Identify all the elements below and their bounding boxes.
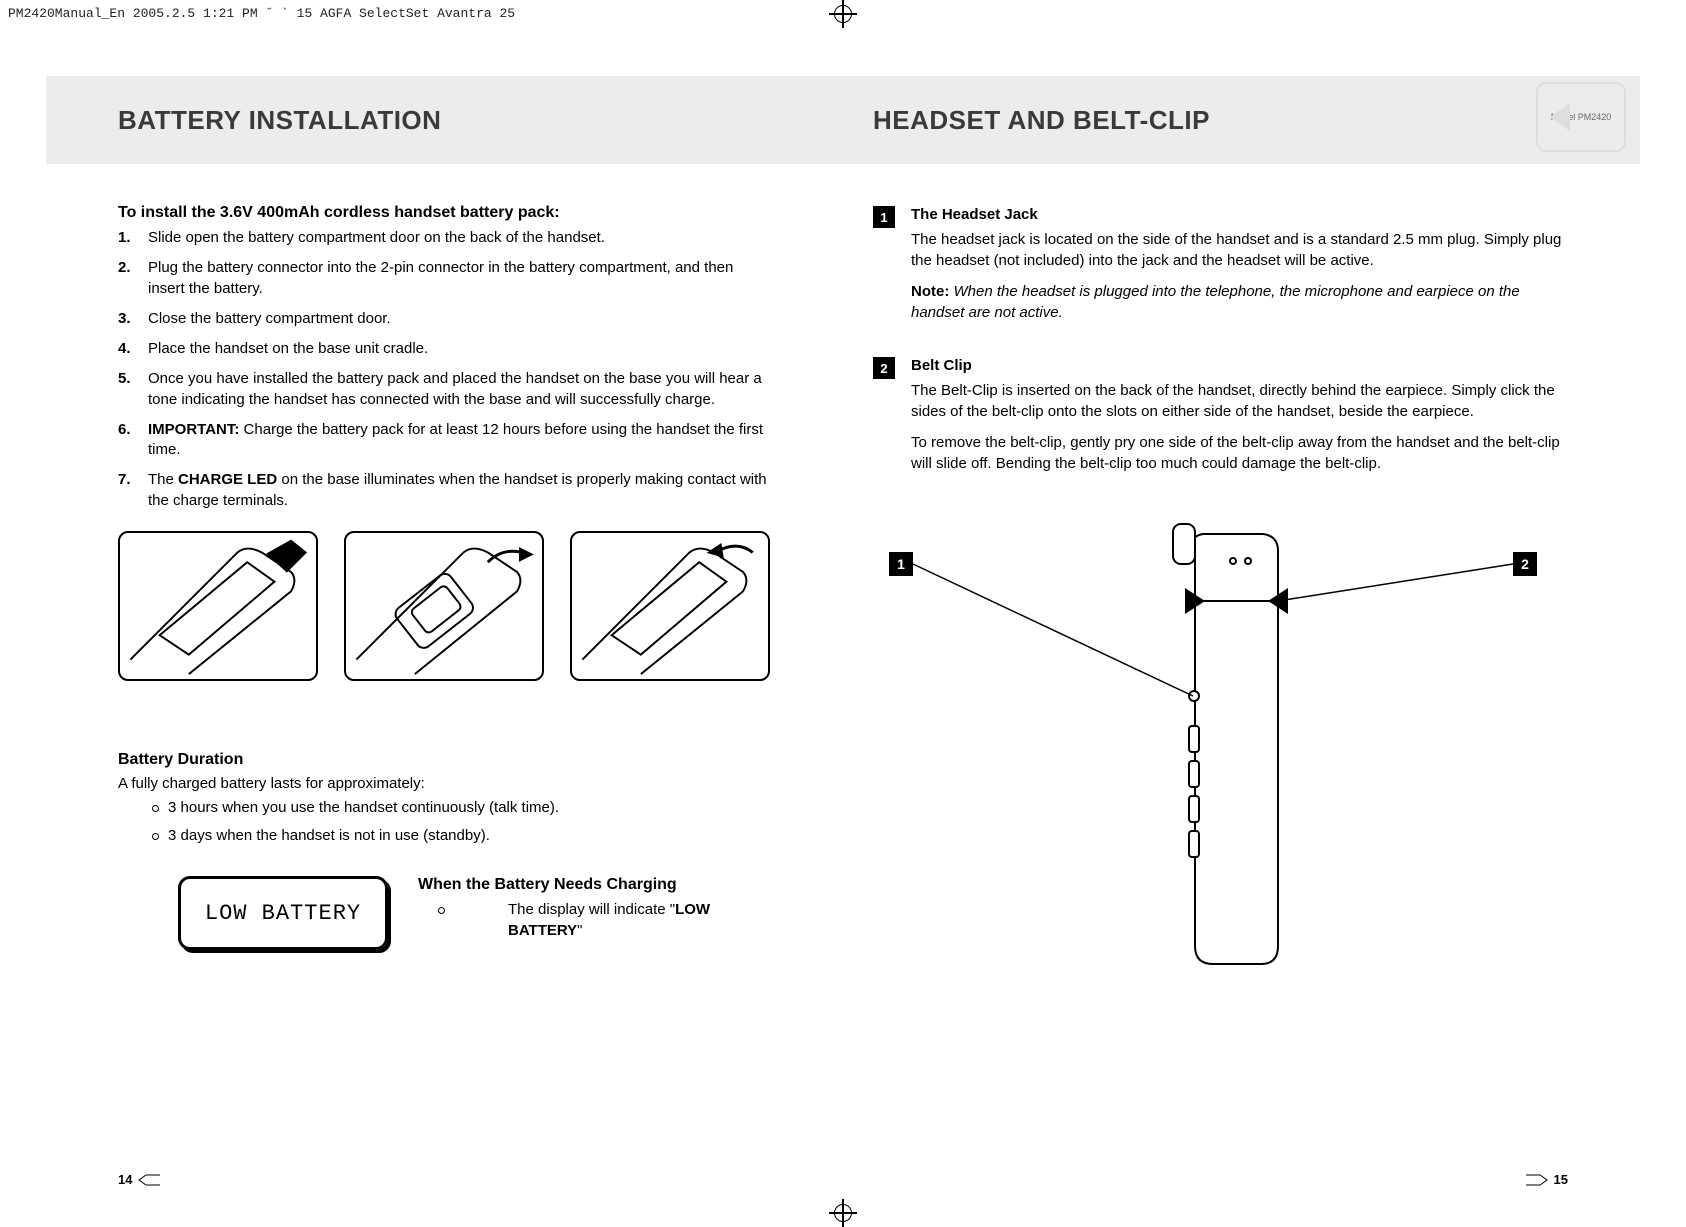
- duration-item-1: 3 hours when you use the handset continu…: [118, 798, 771, 818]
- step-6-rest: Charge the battery pack for at least 12 …: [148, 421, 763, 458]
- step-3: Close the battery compartment door.: [118, 309, 771, 329]
- svg-text:2: 2: [1521, 556, 1529, 572]
- crop-mark-bottom: [842, 1199, 844, 1227]
- charging-item: The display will indicate "LOW BATTERY": [418, 900, 771, 941]
- step-6: IMPORTANT: Charge the battery pack for a…: [118, 420, 771, 461]
- page-left: BATTERY INSTALLATION To install the 3.6V…: [46, 36, 843, 1191]
- handset-diagram: 1 2: [873, 506, 1568, 986]
- install-image-2: [344, 531, 544, 681]
- headset-jack-heading: The Headset Jack: [911, 204, 1568, 225]
- print-job-header: PM2420Manual_En 2005.2.5 1:21 PM ˘ ` 15 …: [8, 6, 515, 21]
- page-num-15: 15: [1554, 1172, 1568, 1187]
- page-num-14: 14: [118, 1172, 132, 1187]
- step-2: Plug the battery connector into the 2-pi…: [118, 258, 771, 299]
- step-7: The CHARGE LED on the base illuminates w…: [118, 470, 771, 511]
- page-number-right: 15: [1526, 1172, 1568, 1187]
- page-right: HEADSET AND BELT-CLIP Model PM2420 1 The…: [843, 36, 1640, 1191]
- belt-clip-item: 2 Belt Clip The Belt-Clip is inserted on…: [873, 355, 1568, 484]
- callout-badge-1: 1: [873, 206, 895, 228]
- step-1: Slide open the battery compartment door …: [118, 228, 771, 248]
- right-page-title: HEADSET AND BELT-CLIP: [873, 105, 1210, 136]
- install-image-1: [118, 531, 318, 681]
- duration-heading: Battery Duration: [118, 751, 771, 769]
- charging-heading: When the Battery Needs Charging: [418, 876, 771, 894]
- charging-item-a: The display will indicate ": [508, 901, 675, 918]
- page-spread: BATTERY INSTALLATION To install the 3.6V…: [46, 36, 1640, 1191]
- left-content: To install the 3.6V 400mAh cordless hand…: [118, 204, 771, 950]
- note-text: When the headset is plugged into the tel…: [911, 283, 1520, 321]
- crop-mark-top: [842, 0, 844, 28]
- charging-block: LOW BATTERY When the Battery Needs Charg…: [118, 876, 771, 950]
- step-5: Once you have installed the battery pack…: [118, 369, 771, 410]
- headset-jack-text: The headset jack is located on the side …: [911, 229, 1568, 271]
- headset-jack-item: 1 The Headset Jack The headset jack is l…: [873, 204, 1568, 333]
- duration-item-2: 3 days when the handset is not in use (s…: [118, 826, 771, 846]
- callout-badge-2: 2: [873, 357, 895, 379]
- step-7-a: The: [148, 471, 178, 488]
- right-content: 1 The Headset Jack The headset jack is l…: [873, 204, 1568, 986]
- step-6-strong: IMPORTANT:: [148, 421, 239, 438]
- battery-duration: Battery Duration A fully charged battery…: [118, 751, 771, 847]
- model-label: Model PM2420: [1551, 112, 1612, 122]
- belt-clip-body: Belt Clip The Belt-Clip is inserted on t…: [911, 355, 1568, 484]
- note-label: Note:: [911, 283, 949, 300]
- model-tab: Model PM2420: [1536, 82, 1626, 152]
- duration-list: 3 hours when you use the handset continu…: [118, 798, 771, 847]
- install-image-3: [570, 531, 770, 681]
- install-steps: Slide open the battery compartment door …: [118, 228, 771, 511]
- install-heading: To install the 3.6V 400mAh cordless hand…: [118, 204, 771, 222]
- charging-text: When the Battery Needs Charging The disp…: [418, 876, 771, 941]
- page-number-left: 14: [118, 1172, 160, 1187]
- step-4: Place the handset on the base unit cradl…: [118, 339, 771, 359]
- headset-jack-note: Note: When the headset is plugged into t…: [911, 281, 1568, 323]
- left-page-title: BATTERY INSTALLATION: [118, 105, 441, 136]
- lcd-low-battery: LOW BATTERY: [178, 876, 388, 950]
- charging-item-b: ": [577, 922, 582, 939]
- step-7-strong: CHARGE LED: [178, 471, 277, 488]
- install-images-row: [118, 531, 771, 681]
- svg-text:1: 1: [897, 556, 905, 572]
- duration-intro: A fully charged battery lasts for approx…: [118, 775, 771, 792]
- page-arrow-right-icon: [1526, 1174, 1548, 1186]
- right-title-band: HEADSET AND BELT-CLIP: [843, 76, 1640, 164]
- page-arrow-left-icon: [138, 1174, 160, 1186]
- left-title-band: BATTERY INSTALLATION: [46, 76, 843, 164]
- belt-clip-text-1: The Belt-Clip is inserted on the back of…: [911, 380, 1568, 422]
- belt-clip-heading: Belt Clip: [911, 355, 1568, 376]
- belt-clip-text-2: To remove the belt-clip, gently pry one …: [911, 432, 1568, 474]
- headset-jack-body: The Headset Jack The headset jack is loc…: [911, 204, 1568, 333]
